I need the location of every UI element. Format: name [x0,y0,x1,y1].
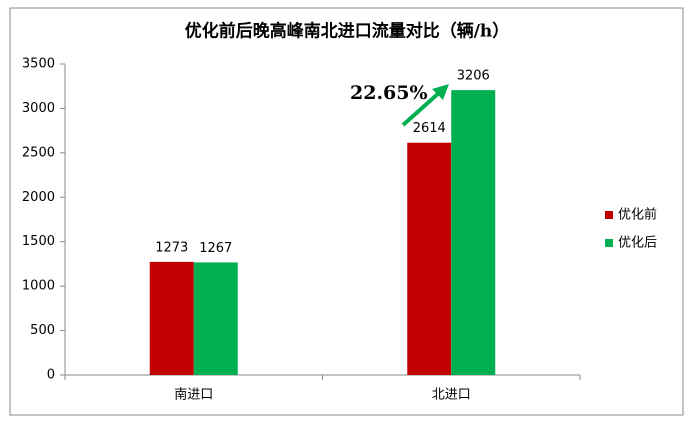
bar [451,90,496,376]
value-label: 1273 [155,240,188,255]
annotation: 22.65% [350,82,428,104]
legend-label: 优化后 [618,236,657,251]
bar [407,142,452,375]
chart-title: 优化前后晚高峰南北进口流量对比（辆/h） [185,21,510,42]
x-tick-label: 南进口 [174,387,213,403]
y-tick-label: 2500 [22,145,55,160]
legend-swatch [605,211,613,219]
bar [193,262,238,375]
y-tick-label: 2000 [22,190,55,205]
y-tick-label: 1000 [22,279,55,294]
x-tick-label: 北进口 [432,388,471,403]
value-label: 2614 [413,121,446,136]
y-tick-label: 500 [30,323,55,338]
chart-border [9,7,684,416]
y-tick-label: 3500 [22,57,55,72]
bar [149,261,194,375]
y-tick-label: 1500 [22,234,55,249]
y-tick-label: 3000 [22,101,55,116]
y-tick-label: 0 [47,368,55,383]
arrow-head [432,84,449,100]
value-label: 3206 [457,69,490,84]
arrow [401,90,442,127]
legend-label: 优化前 [618,207,657,223]
legend-swatch [605,239,613,247]
value-label: 1267 [199,241,232,256]
